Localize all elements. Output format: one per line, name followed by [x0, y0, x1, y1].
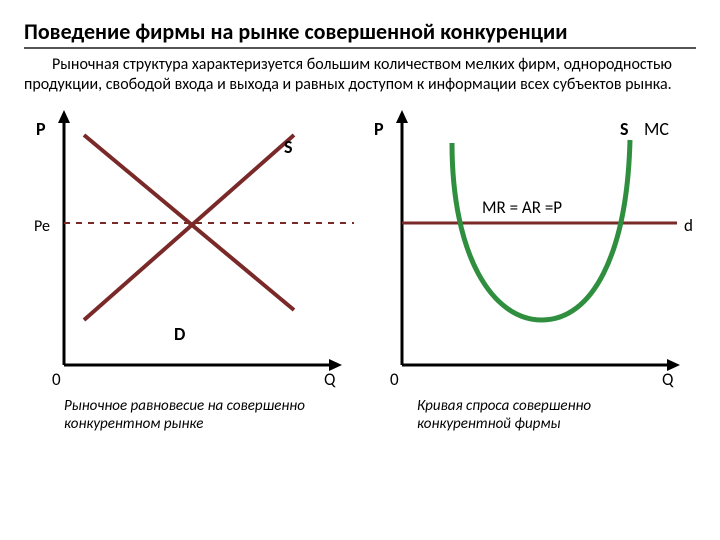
q-axis-label-left: Q: [324, 369, 336, 390]
q-axis-label-right: Q: [662, 369, 674, 390]
d-label: D: [174, 323, 185, 345]
right-caption: Кривая спроса совершенно конкурентной фи…: [362, 397, 677, 433]
page-title: Поведение фирмы на рынке совершенной кон…: [24, 18, 696, 49]
origin-label-left: 0: [52, 369, 61, 390]
left-svg: P Pe S D 0 Q: [24, 105, 354, 395]
mr-ar-p-label: MR = AR =P: [482, 197, 562, 218]
mc-curve: [452, 140, 630, 320]
firm-demand-chart: P S MC MR = AR =P d 0 Q Кривая спроса со…: [362, 105, 697, 433]
p-axis-label-right: P: [374, 118, 384, 140]
right-svg: P S MC MR = AR =P d 0 Q: [362, 105, 697, 395]
left-caption: Рыночное равновесие на совершенно конкур…: [24, 397, 324, 433]
origin-label-right: 0: [390, 369, 399, 390]
s-label: S: [284, 136, 293, 158]
mc-label: MC: [644, 118, 669, 140]
s-label-right: S: [620, 118, 629, 140]
d-label-right: d: [684, 215, 693, 236]
charts-row: P Pe S D 0 Q Рыночное равновесие на сове…: [24, 105, 696, 433]
market-equilibrium-chart: P Pe S D 0 Q Рыночное равновесие на сове…: [24, 105, 354, 433]
p-axis-label: P: [36, 118, 46, 140]
intro-paragraph: Рыночная структура характеризуется больш…: [24, 55, 696, 95]
pe-label: Pe: [34, 217, 50, 236]
